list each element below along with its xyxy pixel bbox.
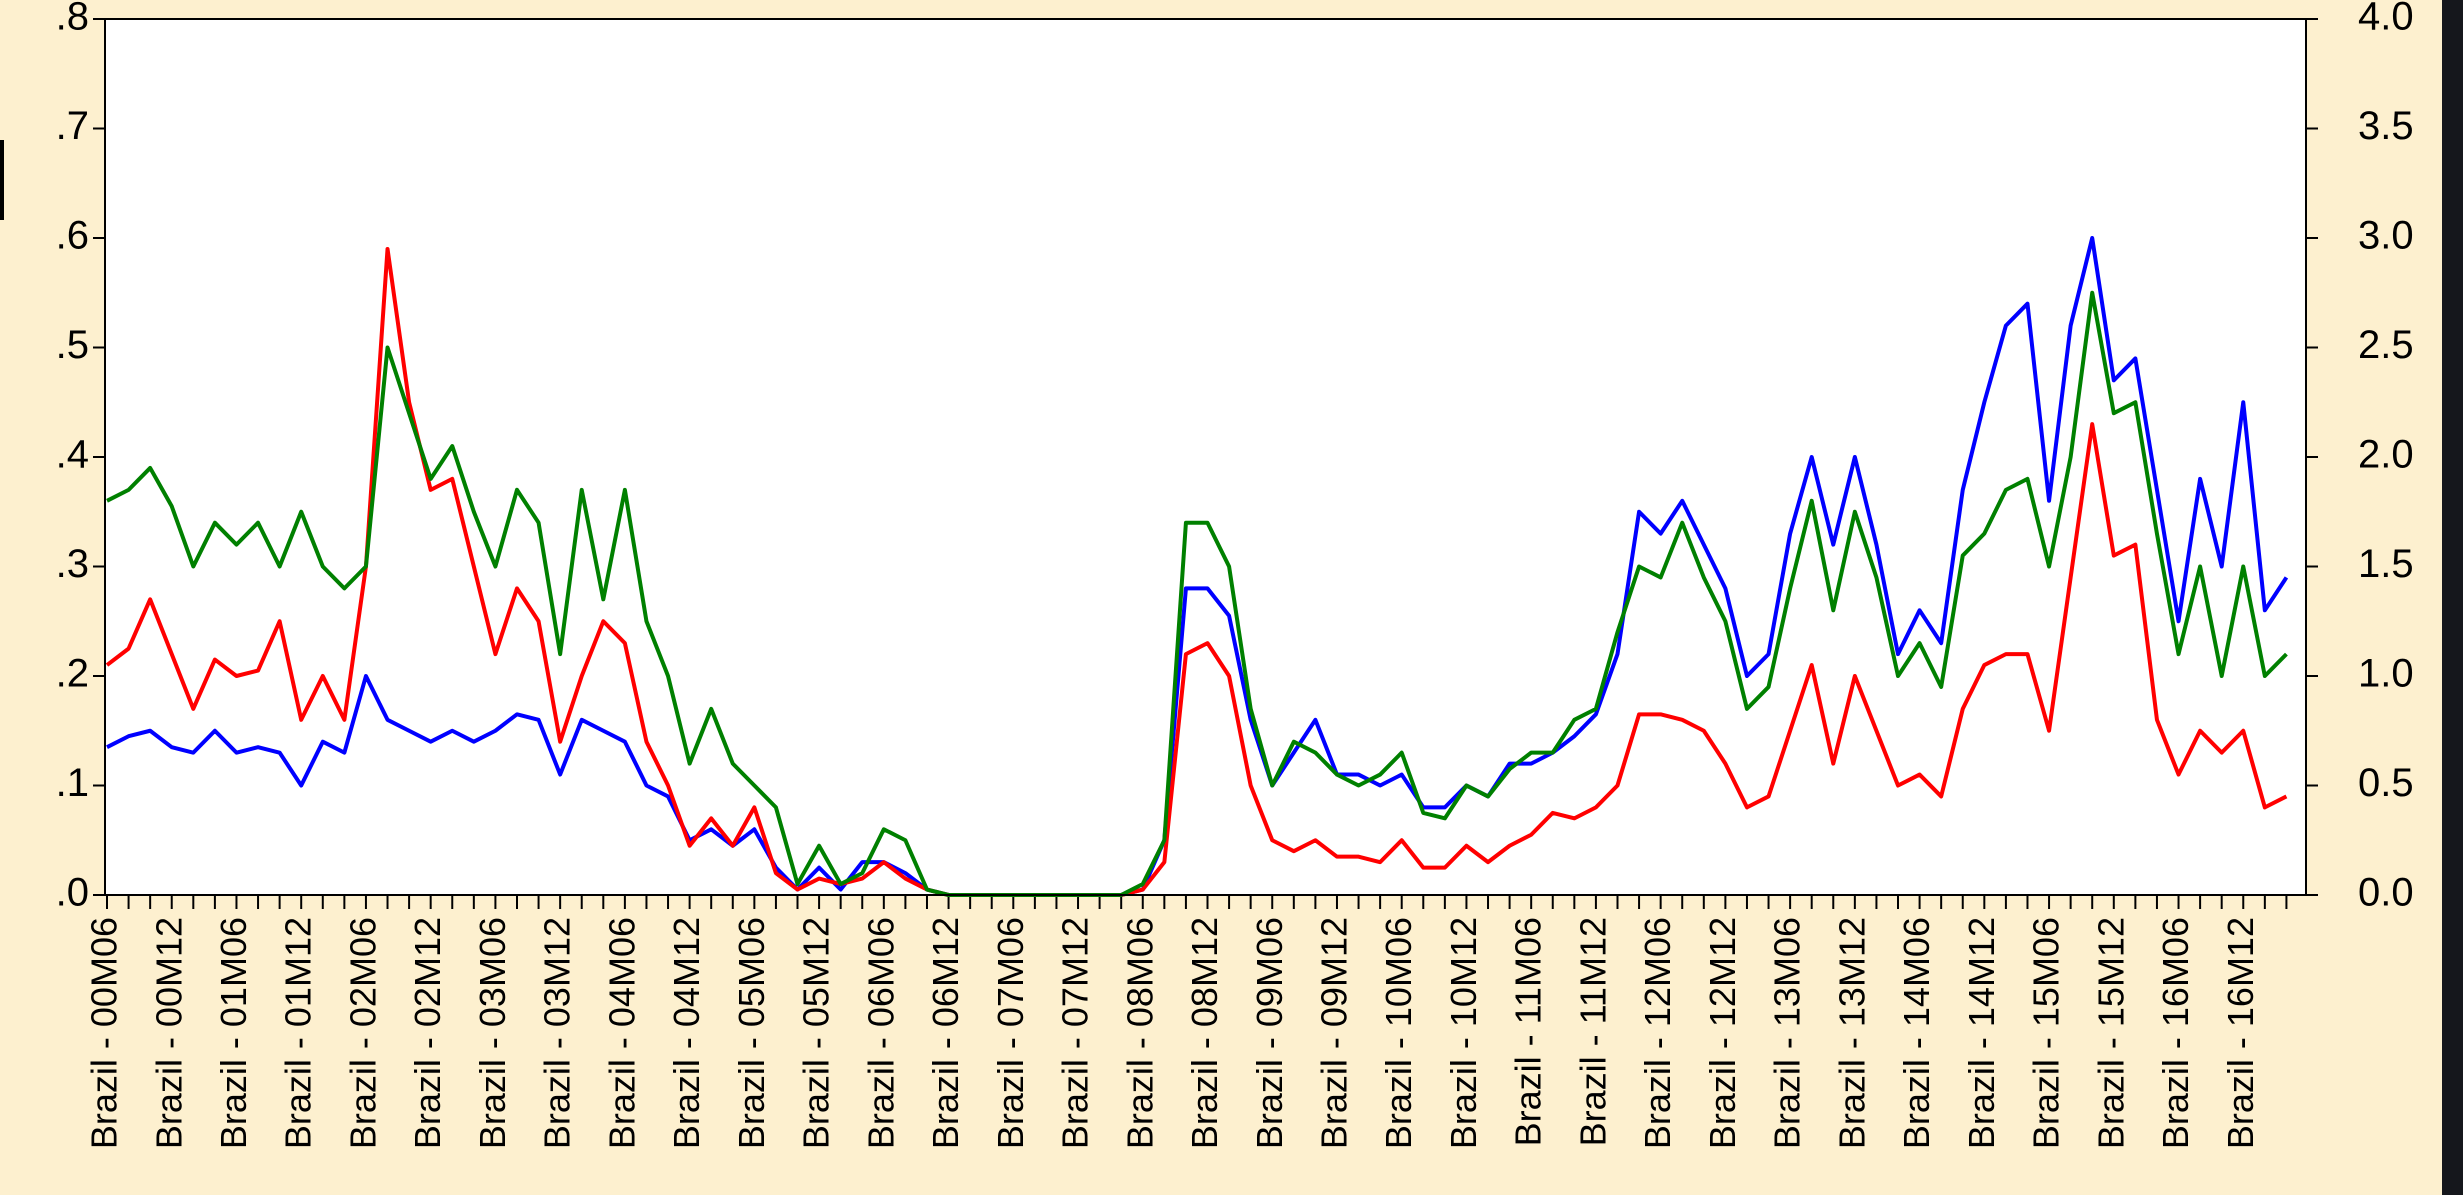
x-tick-label: Brazil - 14M06	[1896, 917, 1937, 1149]
x-tick-label: Brazil - 14M12	[1961, 917, 2002, 1149]
x-tick-label: Brazil - 09M06	[1249, 917, 1290, 1149]
y-tick-label: .0	[56, 871, 89, 915]
x-tick-label: Brazil - 01M12	[278, 917, 319, 1149]
x-tick-label: Brazil - 10M12	[1443, 917, 1484, 1149]
x-tick-label: Brazil - 04M06	[601, 917, 642, 1149]
x-tick-label: Brazil - 13M06	[1767, 917, 1808, 1149]
x-tick-label: Brazil - 11M06	[1508, 917, 1549, 1146]
x-tick-label: Brazil - 06M06	[860, 917, 901, 1149]
y-tick-label: .2	[56, 652, 89, 696]
x-tick-label: Brazil - 15M12	[2090, 917, 2131, 1149]
x-tick-label: Brazil - 05M06	[731, 917, 772, 1149]
y2-tick-label: 0.5	[2358, 761, 2414, 805]
plot-area	[105, 19, 2306, 895]
y-tick-label: .5	[56, 323, 89, 367]
x-tick-label: Brazil - 12M12	[1702, 917, 1743, 1149]
y2-tick-label: 1.5	[2358, 542, 2414, 586]
window-edge	[2442, 0, 2463, 1195]
x-tick-label: Brazil - 03M06	[472, 917, 513, 1149]
x-tick-label: Brazil - 16M12	[2220, 917, 2261, 1149]
y2-tick-label: 2.5	[2358, 323, 2414, 367]
x-tick-label: Brazil - 16M06	[2155, 917, 2196, 1149]
y2-tick-label: 4.0	[2358, 0, 2414, 39]
x-tick-label: Brazil - 07M12	[1055, 917, 1096, 1149]
series-line	[106, 290, 2288, 897]
y-tick-label: .4	[56, 433, 89, 477]
x-tick-label: Brazil - 10M06	[1378, 917, 1419, 1149]
x-tick-label: Brazil - 03M12	[537, 917, 578, 1149]
x-tick-label: Brazil - 09M12	[1313, 917, 1354, 1149]
y2-tick-label: 2.0	[2358, 433, 2414, 477]
x-tick-label: Brazil - 13M12	[1831, 917, 1872, 1149]
y2-tick-label: 0.0	[2358, 871, 2414, 915]
x-tick-label: Brazil - 02M06	[342, 917, 383, 1149]
x-tick-label: Brazil - 01M06	[213, 917, 254, 1149]
x-tick-label: Brazil - 00M12	[148, 917, 189, 1149]
x-tick-label: Brazil - 06M12	[925, 917, 966, 1149]
x-tick-label: Brazil - 05M12	[796, 917, 837, 1149]
x-tick-label: Brazil - 02M12	[407, 917, 448, 1149]
y2-tick-label: 1.0	[2358, 652, 2414, 696]
x-tick-label: Brazil - 07M06	[990, 917, 1031, 1149]
x-tick-label: Brazil - 15M06	[2026, 917, 2067, 1149]
x-tick-label: Brazil - 08M06	[1119, 917, 1160, 1149]
plot-frame	[104, 18, 2307, 896]
y-tick-label: .1	[56, 761, 89, 805]
y-tick-label: .7	[56, 104, 89, 148]
y2-tick-label: 3.0	[2358, 214, 2414, 258]
y-tick-label: .8	[56, 0, 89, 39]
x-tick-label: Brazil - 08M12	[1184, 917, 1225, 1149]
series-line	[106, 236, 2289, 897]
y-tick-label: .3	[56, 542, 89, 586]
series-line	[105, 246, 2288, 897]
y-tick-label: .6	[56, 214, 89, 258]
x-tick-label: Brazil - 04M12	[666, 917, 707, 1149]
x-tick-label: Brazil - 12M06	[1637, 917, 1678, 1149]
x-tick-label: Brazil - 00M06	[84, 917, 125, 1149]
x-tick-label: Brazil - 11M12	[1572, 917, 1613, 1146]
y2-tick-label: 3.5	[2358, 104, 2414, 148]
